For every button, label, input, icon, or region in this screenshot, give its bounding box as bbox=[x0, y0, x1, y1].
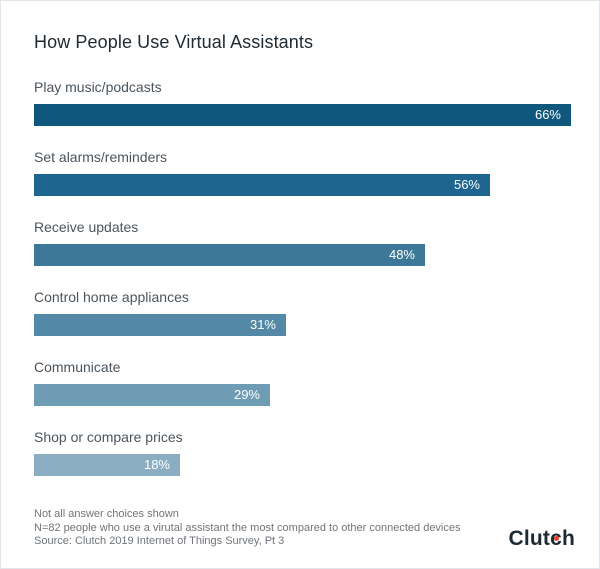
bar: 66% bbox=[34, 104, 571, 126]
bar: 18% bbox=[34, 454, 180, 476]
bar-row: Play music/podcasts 66% bbox=[34, 79, 574, 149]
logo-text-post: h bbox=[561, 527, 575, 550]
bar-chart: Play music/podcasts 66% Set alarms/reminde… bbox=[34, 79, 574, 499]
bar-category-label: Play music/podcasts bbox=[34, 79, 162, 95]
bar-category-label: Shop or compare prices bbox=[34, 429, 183, 445]
bar-category-label: Receive updates bbox=[34, 219, 139, 235]
bar-category-label: Communicate bbox=[34, 359, 121, 375]
bar-row: Shop or compare prices 18% bbox=[34, 429, 574, 499]
footnote-line: Source: Clutch 2019 Internet of Things S… bbox=[34, 535, 285, 547]
bar: 29% bbox=[34, 384, 270, 406]
bar: 48% bbox=[34, 244, 425, 266]
clutch-logo: Clutch bbox=[508, 527, 575, 551]
chart-title: How People Use Virtual Assistants bbox=[34, 32, 314, 52]
footnotes: Not all answer choices shown N=82 people … bbox=[34, 508, 461, 549]
bar-category-label: Set alarms/reminders bbox=[34, 149, 168, 165]
bar: 56% bbox=[34, 174, 490, 196]
bar-category-label: Control home appliances bbox=[34, 289, 189, 305]
footnote-line: Not all answer choices shown bbox=[34, 508, 179, 520]
bar-row: Communicate 29% bbox=[34, 359, 574, 429]
bar-row: Receive updates 48% bbox=[34, 219, 574, 289]
logo-c-with-red-dot: c bbox=[550, 527, 562, 550]
bar-row: Set alarms/reminders 56% bbox=[34, 149, 574, 219]
logo-text-pre: Clut bbox=[508, 527, 551, 550]
bar: 31% bbox=[34, 314, 286, 336]
footnote-line: N=82 people who use a virutal assistant … bbox=[34, 521, 461, 534]
bar-row: Control home appliances 31% bbox=[34, 289, 574, 359]
